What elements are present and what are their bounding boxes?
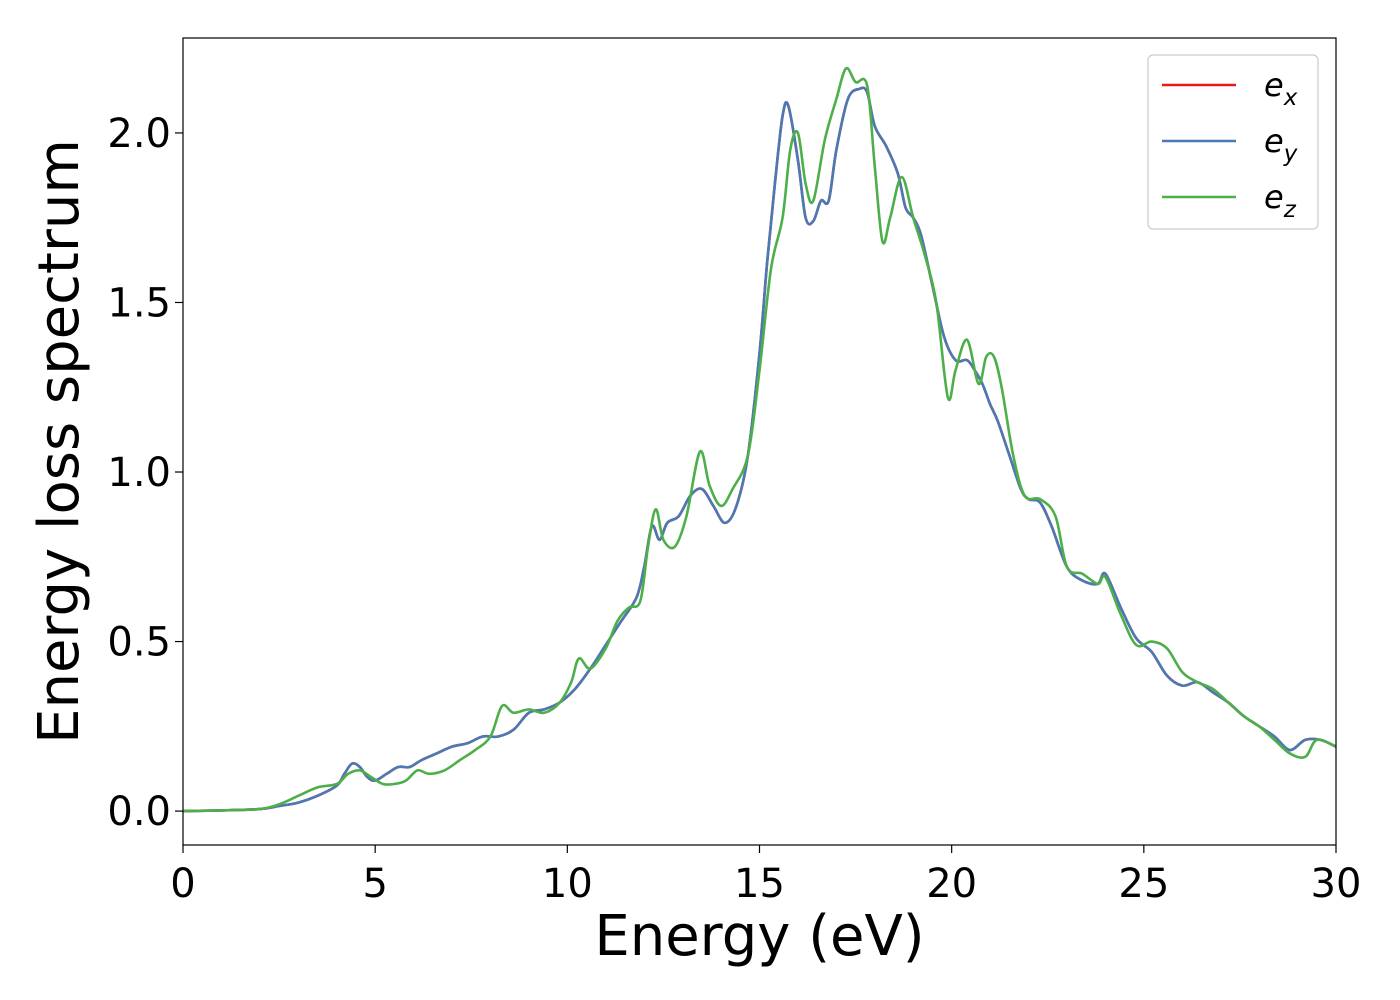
ticks-layer: 0 5 10 15 20 25 30 0.0 0.5 1.0 1.5 2.0 [107, 111, 1361, 907]
x-axis-title: Energy (eV) [594, 904, 924, 969]
y-tick-label: 1.5 [107, 280, 171, 326]
y-tick-label: 0.0 [107, 789, 171, 835]
legend-label-subscript: x [1283, 85, 1298, 111]
legend-label-base: e [1264, 122, 1284, 160]
y-axis-title: Energy loss spectrum [27, 139, 92, 744]
x-tick-label: 0 [170, 861, 195, 907]
legend-label-base: e [1264, 178, 1284, 216]
series-layer [183, 66, 1336, 813]
x-tick-label: 20 [926, 861, 977, 907]
x-tick-label: 25 [1118, 861, 1169, 907]
x-tick-label: 30 [1311, 861, 1362, 907]
x-tick-label: 5 [362, 861, 387, 907]
legend-label-x: ex [1264, 66, 1298, 111]
x-tick-label: 15 [734, 861, 785, 907]
legend-label-z: ez [1264, 178, 1297, 223]
y-tick-label: 2.0 [107, 111, 171, 157]
legend-label-base: e [1264, 66, 1284, 104]
x-tick-label: 10 [542, 861, 593, 907]
legend-label-subscript: z [1283, 197, 1297, 223]
series-line-z [183, 66, 1336, 813]
y-tick-label: 1.0 [107, 450, 171, 496]
legend-label-y: ey [1264, 122, 1298, 167]
legend-label-subscript: y [1283, 141, 1298, 167]
y-tick-label: 0.5 [107, 620, 171, 666]
plot-frame [182, 37, 1337, 846]
